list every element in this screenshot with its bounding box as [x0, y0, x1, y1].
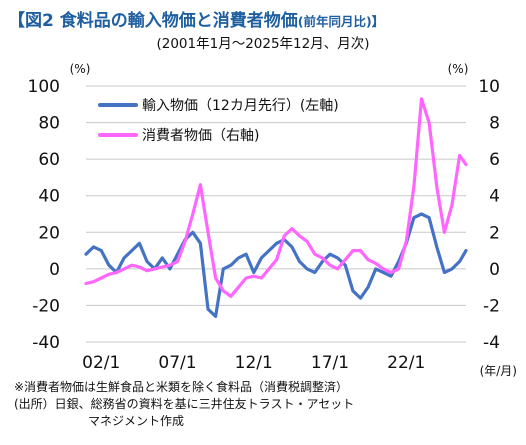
right-tick-label: 6 — [489, 150, 500, 170]
left-tick-label: 80 — [38, 114, 60, 134]
x-tick-label: 22/1 — [387, 353, 425, 373]
left-axis-ticks: 100 80 60 40 20 0 -20 -40 — [28, 77, 60, 353]
source-text-continued: マネジメント作成 — [88, 414, 185, 428]
right-axis-unit: (%) — [448, 62, 469, 76]
left-tick-label: 20 — [38, 223, 60, 243]
right-tick-label: 8 — [489, 114, 500, 134]
left-tick-label: -20 — [32, 296, 60, 316]
x-tick-label: 07/1 — [158, 353, 196, 373]
left-tick-label: 40 — [38, 187, 60, 207]
x-tick-label: 17/1 — [311, 353, 349, 373]
series-lines — [84, 97, 468, 318]
right-tick-label: 2 — [489, 223, 500, 243]
right-tick-label: 10 — [478, 77, 500, 97]
right-tick-label: 4 — [489, 187, 500, 207]
chart-title-tail: (前年同月比)】 — [297, 14, 385, 29]
right-axis-ticks: 10 8 6 4 2 0 -2 -4 — [478, 77, 500, 353]
left-axis-unit: (%) — [70, 62, 91, 76]
x-tick-label: 02/1 — [82, 353, 120, 373]
legend-label-cpi: 消費者物価（右軸) — [142, 128, 259, 144]
left-tick-label: 100 — [28, 77, 60, 97]
chart-subtitle: (2001年1月～2025年12月、月次) — [156, 36, 370, 52]
x-tick-label: 12/1 — [235, 353, 273, 373]
legend-label-import: 輸入物価（12カ月先行）(左軸) — [142, 98, 339, 114]
cpi-line — [84, 97, 468, 298]
legend: 輸入物価（12カ月先行）(左軸) 消費者物価（右軸) — [98, 98, 339, 144]
right-tick-label: -2 — [483, 296, 500, 316]
notes: ※消費者物価は生鮮食品と米類を除く食料品（消費税調整済） (出所）日銀、総務省の… — [14, 379, 519, 430]
right-tick-label: 0 — [489, 260, 500, 280]
chart-title: 【図2 食料品の輸入物価と消費者物価(前年同月比)】 — [8, 6, 520, 31]
x-axis-ticks: 02/1 07/1 12/1 17/1 22/1 — [82, 353, 425, 373]
right-tick-label: -4 — [483, 333, 500, 353]
left-tick-label: 60 — [38, 150, 60, 170]
source-text: (出所）日銀、総務省の資料を基に三井住友トラスト・アセット — [14, 397, 355, 411]
x-axis-unit: (年/月) — [480, 364, 517, 378]
chart-title-main: 【図2 食料品の輸入物価と消費者物価 — [8, 11, 298, 31]
note-text: ※消費者物価は生鮮食品と米類を除く食料品（消費税調整済） — [14, 380, 349, 394]
left-tick-label: -40 — [32, 333, 60, 353]
left-tick-label: 0 — [49, 260, 60, 280]
